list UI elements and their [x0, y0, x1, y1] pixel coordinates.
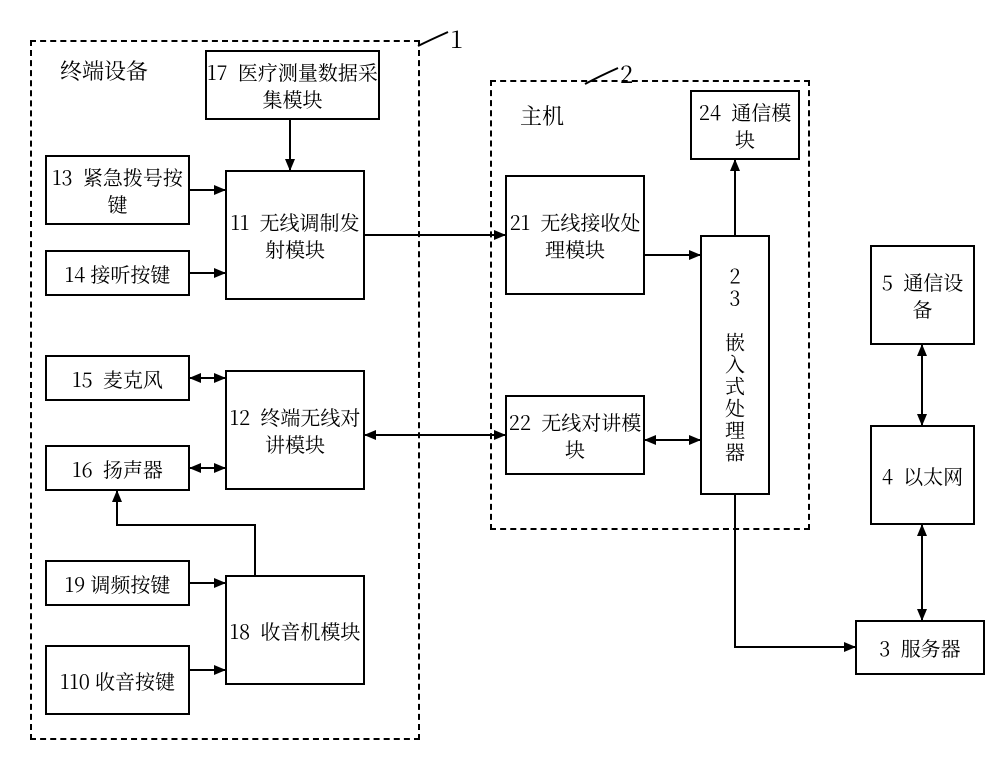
connectors [0, 0, 1000, 764]
